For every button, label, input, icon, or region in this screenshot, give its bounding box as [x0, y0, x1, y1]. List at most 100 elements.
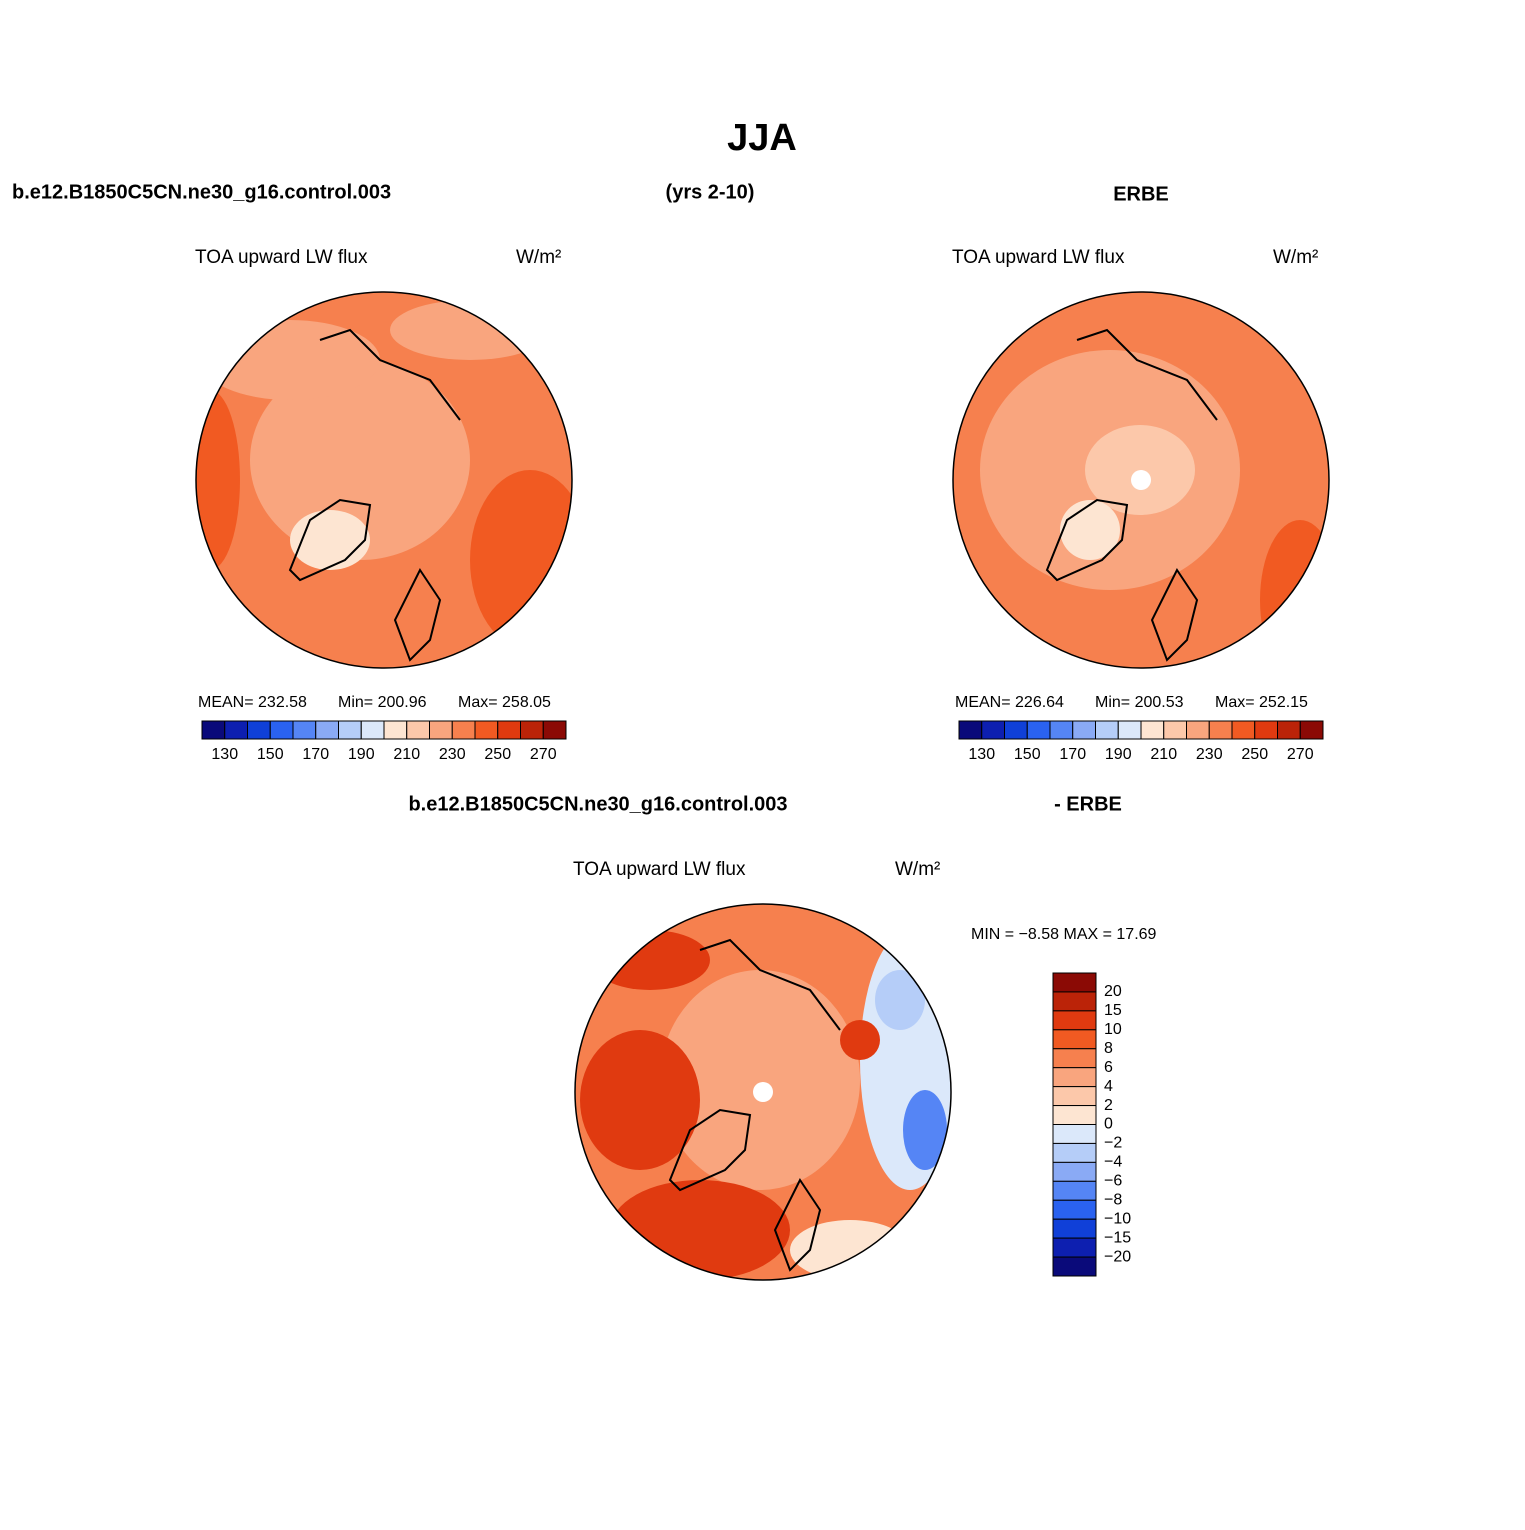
units: W/m²	[516, 247, 561, 268]
map-difference	[575, 904, 951, 1280]
colorbar-label: 4	[1104, 1078, 1113, 1095]
colorbar-box	[429, 720, 453, 740]
case-name: b.e12.B1850C5CN.ne30_g16.control.003	[12, 181, 391, 203]
colorbar-label: 190	[1105, 746, 1132, 763]
map-border	[195, 291, 573, 669]
colorbar-label: 190	[348, 746, 375, 763]
colorbar-label: 170	[302, 746, 329, 763]
colorbar-box	[1052, 1067, 1097, 1088]
colorbar-box	[1052, 1218, 1097, 1239]
colorbar-label: 150	[257, 746, 284, 763]
reference: ERBE	[1113, 183, 1169, 205]
title: JJA	[727, 117, 797, 159]
colorbar-box	[1052, 1256, 1097, 1277]
colorbar-box	[1052, 1029, 1097, 1050]
colorbar-label: −4	[1104, 1154, 1122, 1171]
colorbar-box	[451, 720, 476, 740]
colorbar-box	[1052, 1086, 1097, 1107]
colorbar-box	[1140, 720, 1165, 740]
colorbar-label: −10	[1104, 1210, 1131, 1227]
colorbar-label: 210	[393, 746, 420, 763]
max: Max= 258.05	[458, 694, 551, 711]
colorbar-box	[1186, 720, 1210, 740]
colorbar-label: −6	[1104, 1173, 1122, 1190]
colorbar-label: 270	[1287, 746, 1314, 763]
mean: MEAN= 232.58	[198, 694, 307, 711]
diff-min-max: MIN = −8.58 MAX = 17.69	[971, 926, 1157, 943]
map-border	[574, 903, 952, 1281]
colorbar-label: 150	[1014, 746, 1041, 763]
diff-variable: TOA upward LW flux	[573, 859, 746, 880]
colorbar-box	[1095, 720, 1119, 740]
colorbar-label: 6	[1104, 1059, 1113, 1076]
max: Max= 252.15	[1215, 694, 1308, 711]
colorbar-box	[1052, 1142, 1097, 1163]
diff-reference: - ERBE	[1054, 793, 1122, 815]
colorbar-label: 250	[1241, 746, 1268, 763]
colorbar-box	[247, 720, 271, 740]
colorbar-box	[269, 720, 294, 740]
variable: TOA upward LW flux	[952, 247, 1125, 268]
colorbar-box	[1052, 1199, 1097, 1220]
colorbar-label: 8	[1104, 1040, 1113, 1057]
colorbar-box	[406, 720, 430, 740]
years: (yrs 2-10)	[666, 181, 755, 203]
colorbar-box	[1052, 1180, 1097, 1201]
colorbar-label: 230	[439, 746, 466, 763]
colorbar-label: 210	[1150, 746, 1177, 763]
colorbar-label: 15	[1104, 1002, 1122, 1019]
colorbar-box	[1163, 720, 1187, 740]
colorbar-label: 2	[1104, 1097, 1113, 1114]
colorbar-label: 130	[968, 746, 995, 763]
colorbar-box	[338, 720, 362, 740]
colorbar-box	[981, 720, 1005, 740]
colorbar-label: 250	[484, 746, 511, 763]
colorbar-box	[1004, 720, 1028, 740]
colorbar-box	[1052, 1105, 1097, 1125]
colorbar-box	[1254, 720, 1278, 740]
colorbar-box	[292, 720, 317, 740]
colorbar-box	[1208, 720, 1233, 740]
units: W/m²	[1273, 247, 1318, 268]
colorbar-box	[1277, 720, 1301, 740]
colorbar-box	[201, 720, 226, 740]
colorbar-box	[224, 720, 248, 740]
colorbar-box	[1052, 991, 1097, 1012]
colorbar-label: 20	[1104, 983, 1122, 1000]
mean: MEAN= 226.64	[955, 694, 1064, 711]
colorbar-label: 170	[1059, 746, 1086, 763]
colorbar-box	[1072, 720, 1096, 740]
colorbar-box	[1117, 720, 1142, 740]
map-border	[952, 291, 1330, 669]
variable: TOA upward LW flux	[195, 247, 368, 268]
map-model	[196, 292, 572, 668]
colorbar-label: −8	[1104, 1191, 1122, 1208]
colorbar-box	[315, 720, 339, 740]
colorbar-label: 130	[211, 746, 238, 763]
colorbar-box	[1052, 972, 1097, 993]
colorbar-box	[542, 720, 567, 740]
colorbar-box	[958, 720, 983, 740]
colorbar-box	[1052, 1237, 1097, 1258]
colorbar-label: −15	[1104, 1229, 1131, 1246]
colorbar-box	[1026, 720, 1051, 740]
min: Min= 200.53	[1095, 694, 1184, 711]
colorbar-box	[383, 720, 408, 740]
colorbar-box	[1052, 1010, 1097, 1031]
colorbar-label: 230	[1196, 746, 1223, 763]
colorbar-label: −20	[1104, 1248, 1131, 1265]
colorbar-box	[1231, 720, 1256, 740]
min: Min= 200.96	[338, 694, 427, 711]
colorbar-box	[360, 720, 385, 740]
colorbar-box	[1299, 720, 1324, 740]
colorbar-label: 10	[1104, 1021, 1122, 1038]
diff-units: W/m²	[895, 859, 940, 880]
colorbar-box	[1052, 1048, 1097, 1069]
colorbar-box	[1049, 720, 1074, 740]
colorbar-label: 270	[530, 746, 557, 763]
colorbar-box	[1052, 1161, 1097, 1182]
colorbar-box	[497, 720, 521, 740]
colorbar-label: 0	[1104, 1116, 1113, 1133]
